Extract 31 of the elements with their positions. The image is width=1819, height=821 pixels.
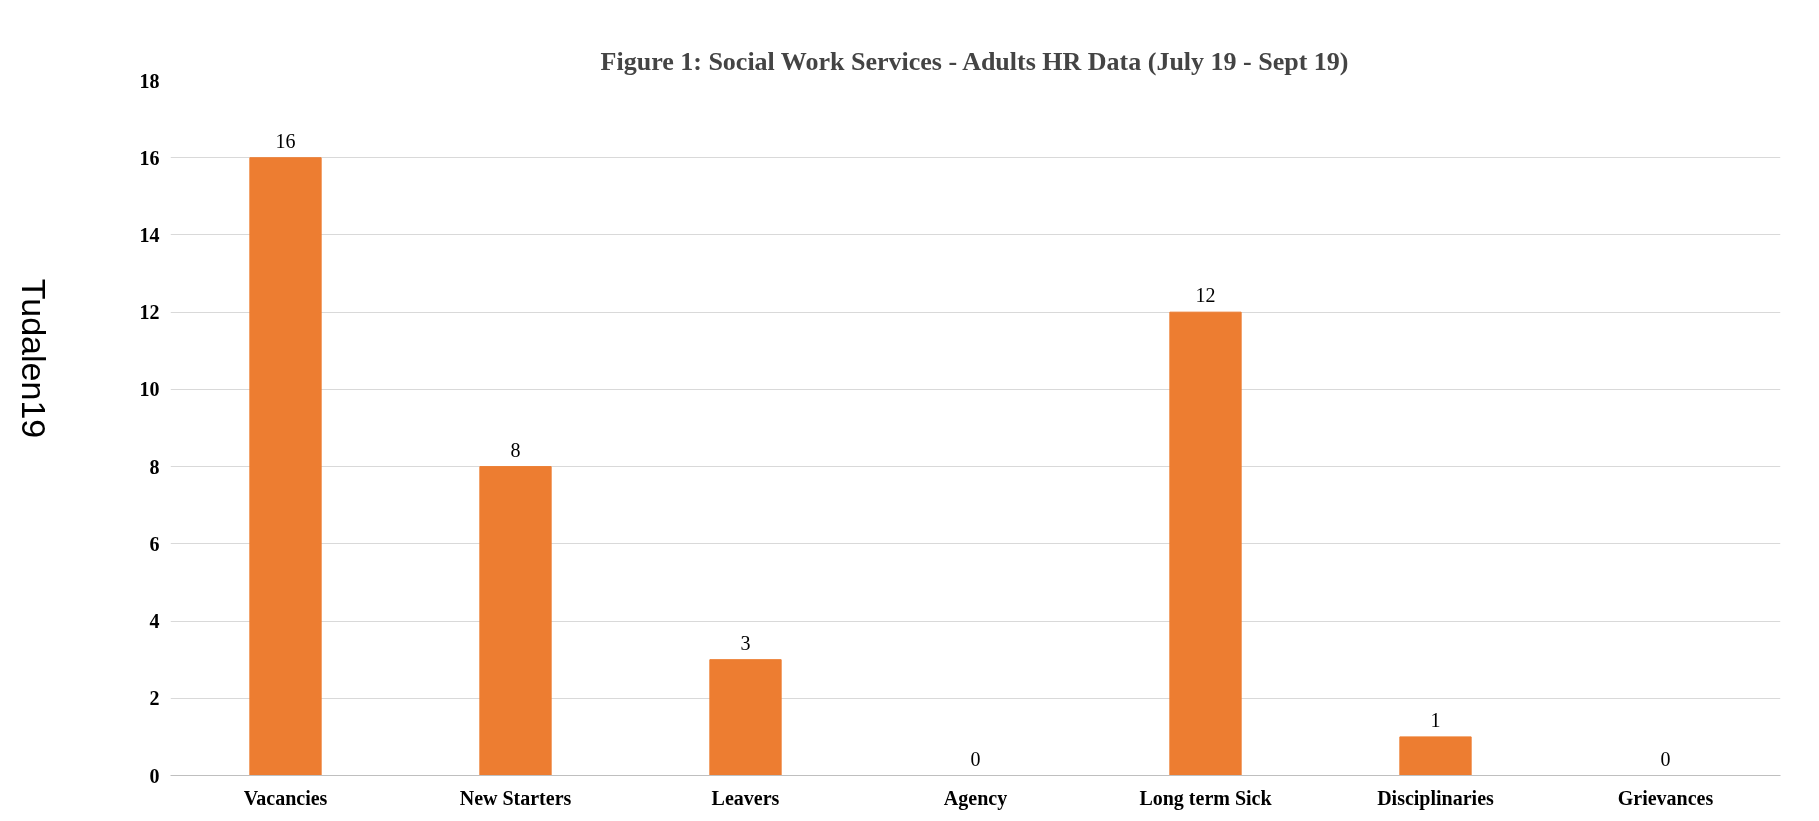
x-tick-label: Grievances (1617, 786, 1714, 809)
y-tick-label: 18 (139, 69, 160, 92)
data-label: 0 (1660, 747, 1671, 770)
y-tick-label: 0 (149, 764, 160, 787)
x-tick-label: Disciplinaries (1377, 786, 1495, 810)
x-tick-label: Vacancies (243, 786, 328, 809)
bar (709, 659, 782, 776)
y-tick-label: 8 (149, 455, 160, 478)
y-tick-label: 6 (149, 532, 160, 555)
x-tick-label: Agency (943, 786, 1008, 810)
y-tick-label: 2 (149, 687, 160, 710)
y-tick-label: 16 (139, 146, 160, 169)
bar (479, 466, 552, 776)
data-label: 8 (510, 438, 521, 461)
x-tick-label: Leavers (711, 786, 780, 809)
bar (249, 157, 322, 776)
y-tick-label: 10 (139, 378, 160, 401)
data-label: 0 (970, 747, 981, 770)
data-label: 12 (1195, 284, 1216, 307)
data-label: 16 (275, 129, 296, 152)
y-tick-label: 4 (149, 610, 160, 633)
data-label: 3 (740, 631, 751, 654)
chart-title: Figure 1: Social Work Services - Adults HR Data (July 19 - Sept 19) (600, 46, 1349, 76)
x-tick-label: New Starters (459, 786, 572, 809)
bar (1399, 736, 1472, 776)
text: Tudalen19 (14, 278, 53, 439)
data-label: 1 (1430, 708, 1441, 731)
x-tick-label: Long term Sick (1139, 786, 1273, 810)
y-tick-label: 14 (139, 223, 160, 246)
bar (1169, 311, 1242, 776)
y-tick-label: 12 (139, 301, 160, 324)
